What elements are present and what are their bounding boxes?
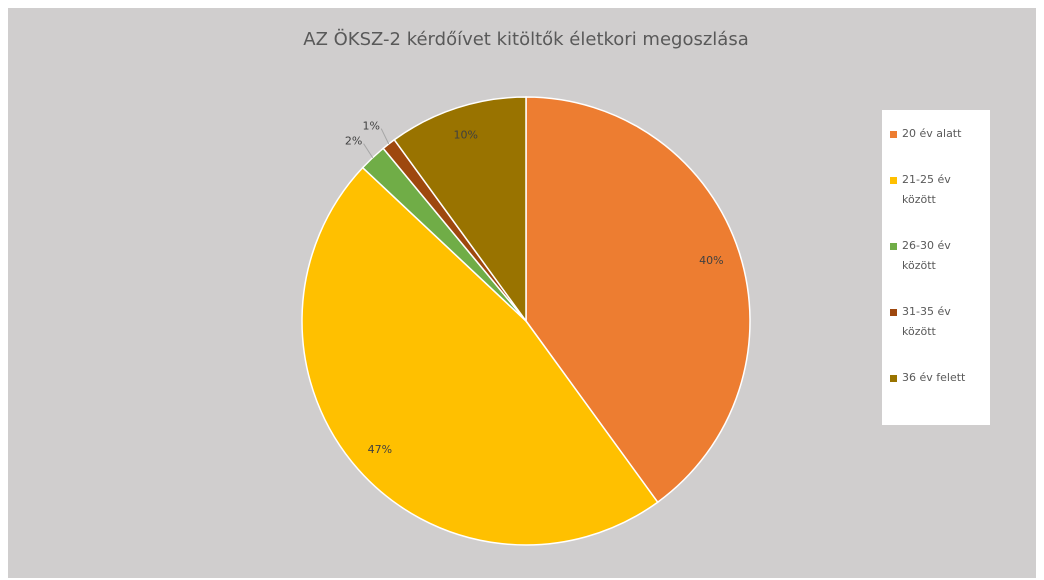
legend-item: 20 év alatt [890, 124, 984, 144]
legend-swatch [890, 375, 897, 382]
legend-swatch [890, 131, 897, 138]
data-label: 2% [345, 135, 362, 148]
data-label: 47% [368, 443, 392, 456]
data-label: 10% [454, 129, 478, 142]
legend-label: 36 év felett [902, 371, 966, 384]
legend: 20 év alatt 21-25 év között 26-30 év közöt… [882, 110, 990, 425]
chart-title: AZ ÖKSZ-2 kérdőívet kitöltők életkori me… [303, 28, 748, 50]
legend-swatch [890, 243, 897, 250]
leader-line [380, 128, 390, 145]
data-label: 40% [699, 254, 723, 267]
legend-label: 20 év alatt [902, 127, 962, 140]
pie-slice [301, 166, 659, 546]
legend-swatch [890, 309, 897, 316]
pie-slice [525, 96, 751, 504]
data-label: 1% [362, 120, 379, 133]
legend-label: 31-35 év között [902, 305, 951, 338]
legend-label: 21-25 év között [902, 173, 951, 206]
legend-item: 36 év felett [890, 368, 984, 388]
pie-slice [393, 96, 527, 324]
legend-item: 26-30 év között [890, 236, 984, 276]
legend-swatch [890, 177, 897, 184]
leader-line [363, 143, 374, 158]
legend-item: 21-25 év között [890, 170, 984, 210]
legend-label: 26-30 év között [902, 239, 951, 272]
legend-item: 31-35 év között [890, 302, 984, 342]
